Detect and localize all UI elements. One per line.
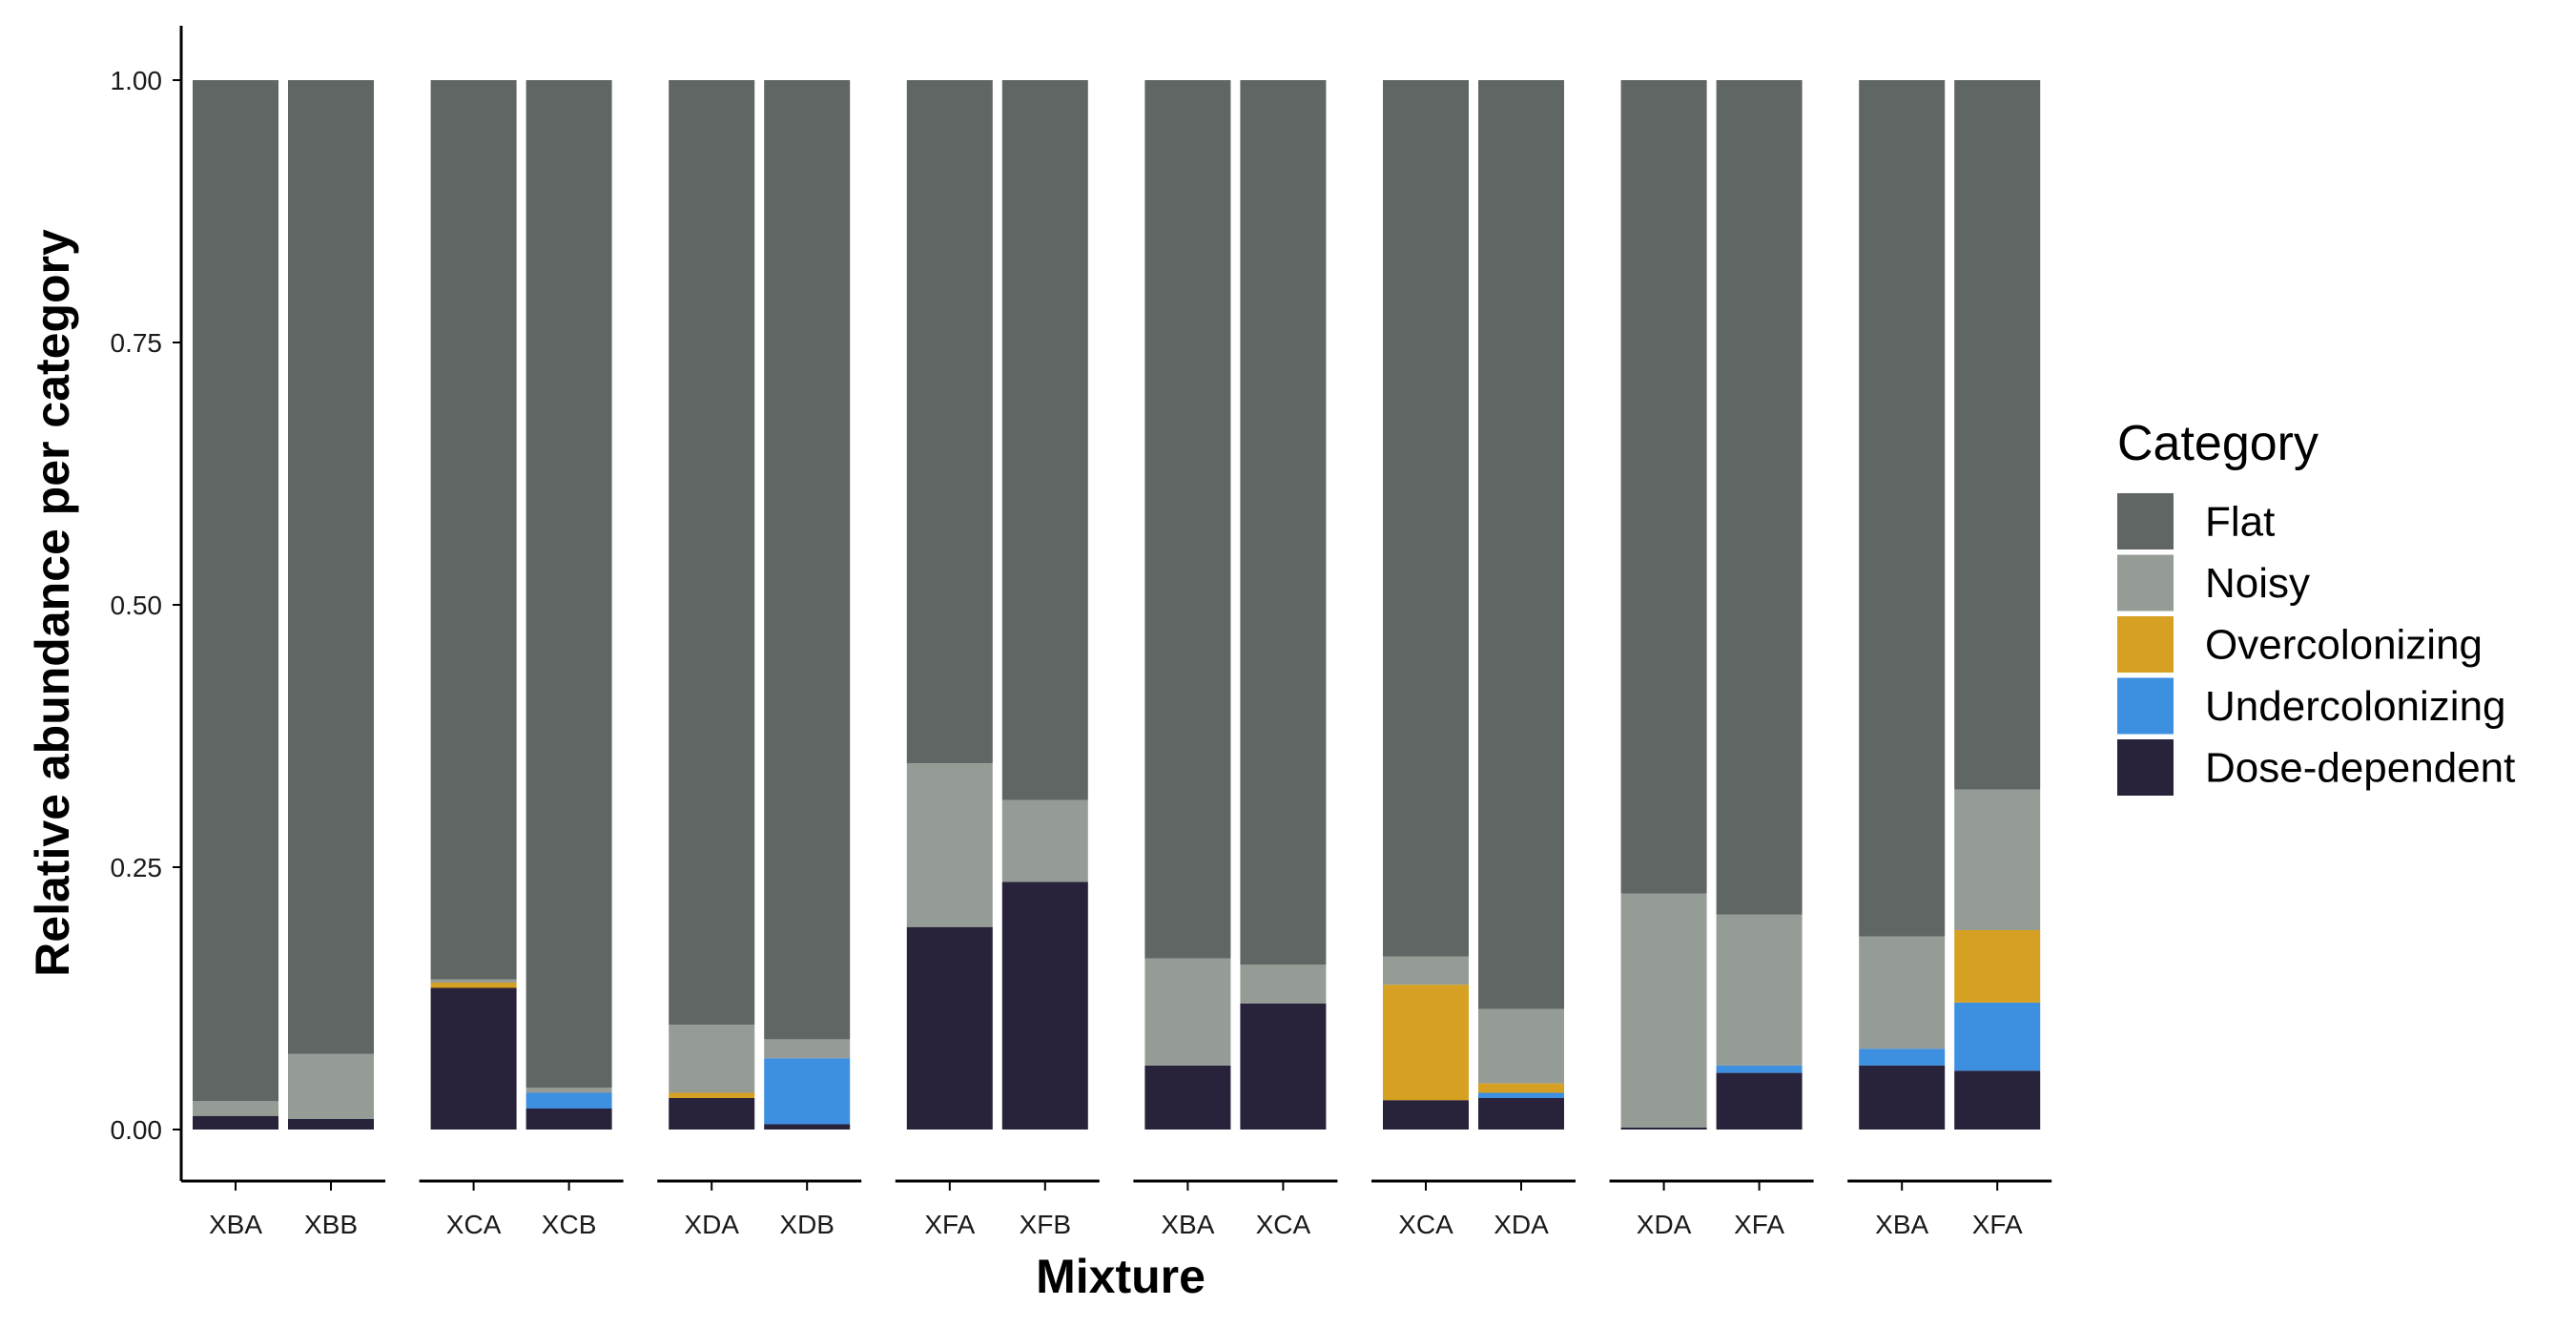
bar-segment-noisy <box>1859 936 1946 1049</box>
bar-segment-flat <box>1954 80 2041 790</box>
bar-segment-flat <box>288 80 374 1054</box>
bar-segment-dose-dependent <box>1954 1070 2041 1130</box>
x-tick-label: XFA <box>1734 1210 1784 1239</box>
x-tick-label: XDA <box>684 1210 739 1239</box>
legend-swatch-noisy <box>2117 554 2174 612</box>
x-tick-label: XCA <box>446 1210 502 1239</box>
bar-segment-noisy <box>1716 914 1803 1066</box>
bar-segment-noisy <box>1001 799 1088 882</box>
bar-segment-dose-dependent <box>193 1115 278 1130</box>
bar-segment-flat <box>1620 80 1707 894</box>
bar-segment-noisy <box>1240 964 1327 1004</box>
bar-segment-flat <box>906 80 993 764</box>
x-tick-label: XFB <box>1020 1210 1071 1239</box>
bar-segment-noisy <box>1144 958 1231 1066</box>
x-tick-label: XBA <box>1875 1210 1928 1239</box>
x-tick-label: XCB <box>542 1210 597 1239</box>
bar-segment-overcolonizing <box>669 1092 755 1098</box>
x-tick-label: XCA <box>1398 1210 1453 1239</box>
bar-segment-flat <box>193 80 278 1102</box>
legend-swatch-dose-dependent <box>2117 739 2174 796</box>
x-tick-label: XFA <box>1972 1210 2023 1239</box>
bar-segment-noisy <box>1478 1008 1564 1084</box>
bar-segment-flat <box>526 80 612 1088</box>
bar-segment-dose-dependent <box>906 926 993 1130</box>
bar-segment-flat <box>669 80 755 1025</box>
legend-swatch-undercolonizing <box>2117 677 2174 735</box>
legend-label-dose-dependent: Dose-dependent <box>2205 745 2515 792</box>
bar-segment-noisy <box>193 1101 278 1116</box>
x-tick-label: XDB <box>779 1210 835 1239</box>
bar-segment-dose-dependent <box>1478 1098 1564 1130</box>
bar-segment-noisy <box>288 1053 374 1119</box>
x-tick-label: XBA <box>209 1210 262 1239</box>
bar-segment-undercolonizing <box>1716 1065 1803 1073</box>
bars-layer <box>193 80 2041 1130</box>
bar-segment-dose-dependent <box>1620 1127 1707 1130</box>
bar-segment-dose-dependent <box>1383 1100 1469 1130</box>
bar-segment-dose-dependent <box>764 1124 851 1130</box>
bar-segment-dose-dependent <box>1859 1065 1946 1130</box>
bar-segment-undercolonizing <box>1954 1002 2041 1071</box>
bar-segment-dose-dependent <box>669 1098 755 1130</box>
bar-segment-flat <box>1716 80 1803 915</box>
bar-segment-flat <box>1001 80 1088 800</box>
y-tick-label: 1.00 <box>111 66 163 95</box>
legend-swatch-flat <box>2117 493 2174 549</box>
x-tick-label: XDA <box>1637 1210 1692 1239</box>
legend-title: Category <box>2117 416 2318 471</box>
legend-swatch-overcolonizing <box>2117 616 2174 673</box>
bar-segment-dose-dependent <box>288 1119 374 1130</box>
bar-segment-undercolonizing <box>1859 1048 1946 1066</box>
bar-segment-dose-dependent <box>1716 1072 1803 1130</box>
bar-segment-overcolonizing <box>1383 985 1469 1101</box>
bar-segment-noisy <box>1383 956 1469 985</box>
x-tick-label: XDA <box>1494 1210 1549 1239</box>
bar-segment-overcolonizing <box>430 983 517 988</box>
bar-segment-flat <box>1240 80 1327 965</box>
bar-segment-flat <box>430 80 517 980</box>
bar-segment-dose-dependent <box>526 1109 612 1130</box>
legend-label-noisy: Noisy <box>2205 560 2310 607</box>
bar-segment-noisy <box>669 1025 755 1093</box>
bar-segment-noisy <box>526 1088 612 1093</box>
legend-label-overcolonizing: Overcolonizing <box>2205 622 2483 669</box>
y-axis-title: Relative abundance per category <box>26 229 79 977</box>
bar-segment-undercolonizing <box>764 1058 851 1125</box>
y-tick-label: 0.00 <box>111 1115 163 1145</box>
bar-segment-flat <box>1859 80 1946 937</box>
x-tick-label: XFA <box>924 1210 975 1239</box>
bar-segment-undercolonizing <box>526 1092 612 1109</box>
bar-segment-overcolonizing <box>1478 1083 1564 1093</box>
legend-label-undercolonizing: Undercolonizing <box>2205 683 2506 730</box>
y-tick-label: 0.50 <box>111 591 163 620</box>
bar-segment-dose-dependent <box>1001 881 1088 1130</box>
bar-segment-overcolonizing <box>1954 930 2041 1003</box>
x-tick-label: XCA <box>1256 1210 1311 1239</box>
axes-layer: XBA XBB XCA XCB XDA XDB XFA XFB XBA XCA XCA XDA XDA X… <box>111 26 2052 1239</box>
bar-segment-dose-dependent <box>1240 1004 1327 1130</box>
x-tick-label: XBB <box>304 1210 358 1239</box>
bar-segment-undercolonizing <box>1478 1092 1564 1098</box>
x-axis-title: Mixture <box>1036 1250 1206 1303</box>
bar-segment-flat <box>1383 80 1469 957</box>
bar-segment-flat <box>1144 80 1231 959</box>
bar-segment-noisy <box>906 763 993 927</box>
bar-segment-dose-dependent <box>430 987 517 1130</box>
legend-label-flat: Flat <box>2205 499 2275 546</box>
x-tick-label: XBA <box>1161 1210 1214 1239</box>
bar-segment-dose-dependent <box>1144 1065 1231 1130</box>
bar-segment-flat <box>1478 80 1564 1009</box>
bar-segment-noisy <box>430 979 517 983</box>
y-tick-label: 0.25 <box>111 853 163 882</box>
legend: Flat Noisy Overcolonizing Undercolonizing Do… <box>2117 493 2515 796</box>
bar-segment-noisy <box>1620 893 1707 1128</box>
bar-segment-flat <box>764 80 851 1040</box>
y-tick-label: 0.75 <box>111 328 163 358</box>
bar-segment-noisy <box>764 1039 851 1059</box>
bar-segment-noisy <box>1954 789 2041 930</box>
